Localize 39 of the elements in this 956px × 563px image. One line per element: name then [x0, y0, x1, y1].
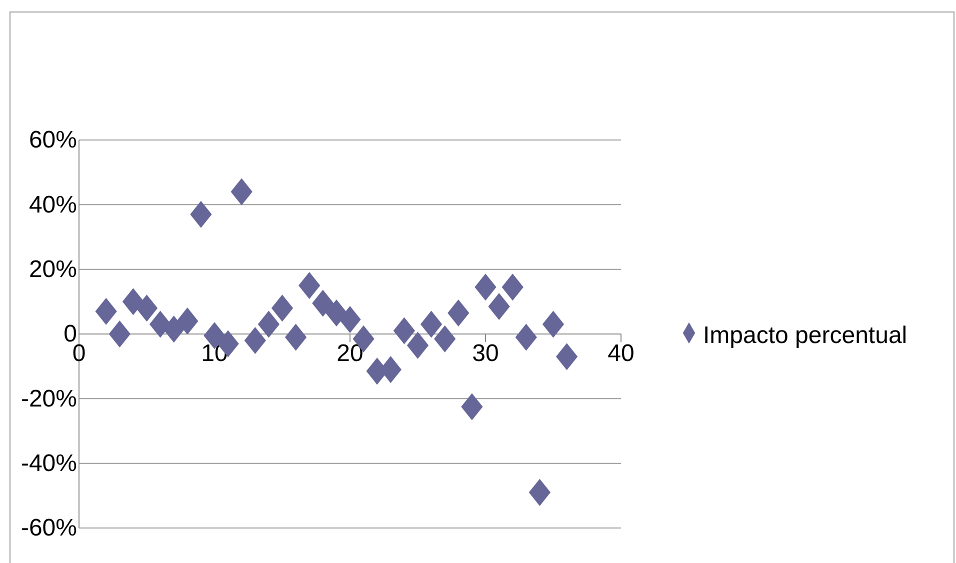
point	[190, 200, 212, 228]
y-tick-label: -20%	[20, 385, 77, 412]
point	[515, 324, 537, 351]
legend-label: Impacto percentual	[703, 322, 908, 349]
point	[136, 294, 158, 322]
point	[326, 299, 348, 326]
point	[95, 298, 117, 325]
point	[474, 274, 496, 301]
point	[488, 293, 510, 320]
x-tick-label: 30	[472, 340, 499, 368]
point	[312, 290, 334, 317]
point	[108, 320, 130, 348]
point	[258, 310, 280, 338]
point	[542, 310, 564, 338]
point	[230, 178, 252, 206]
point	[339, 306, 361, 333]
point	[176, 308, 198, 335]
y-tick-label: -60%	[20, 514, 77, 542]
point	[271, 294, 294, 322]
point	[434, 325, 456, 352]
y-tick-label: 60%	[28, 126, 77, 154]
point	[284, 324, 307, 351]
point	[244, 326, 266, 354]
point	[528, 478, 551, 506]
point	[298, 272, 320, 300]
point	[556, 343, 578, 370]
point	[393, 317, 416, 344]
point	[502, 274, 524, 301]
point	[448, 299, 470, 326]
x-tick-label: 40	[608, 340, 634, 368]
point	[420, 310, 442, 338]
point	[163, 316, 185, 343]
point	[461, 393, 483, 420]
x-tick-label: 20	[336, 340, 364, 368]
point	[122, 288, 144, 316]
y-tick-label: -40%	[20, 450, 77, 478]
y-tick-label: 40%	[28, 191, 77, 218]
y-tick-label: 20%	[28, 256, 77, 284]
point	[406, 332, 429, 359]
